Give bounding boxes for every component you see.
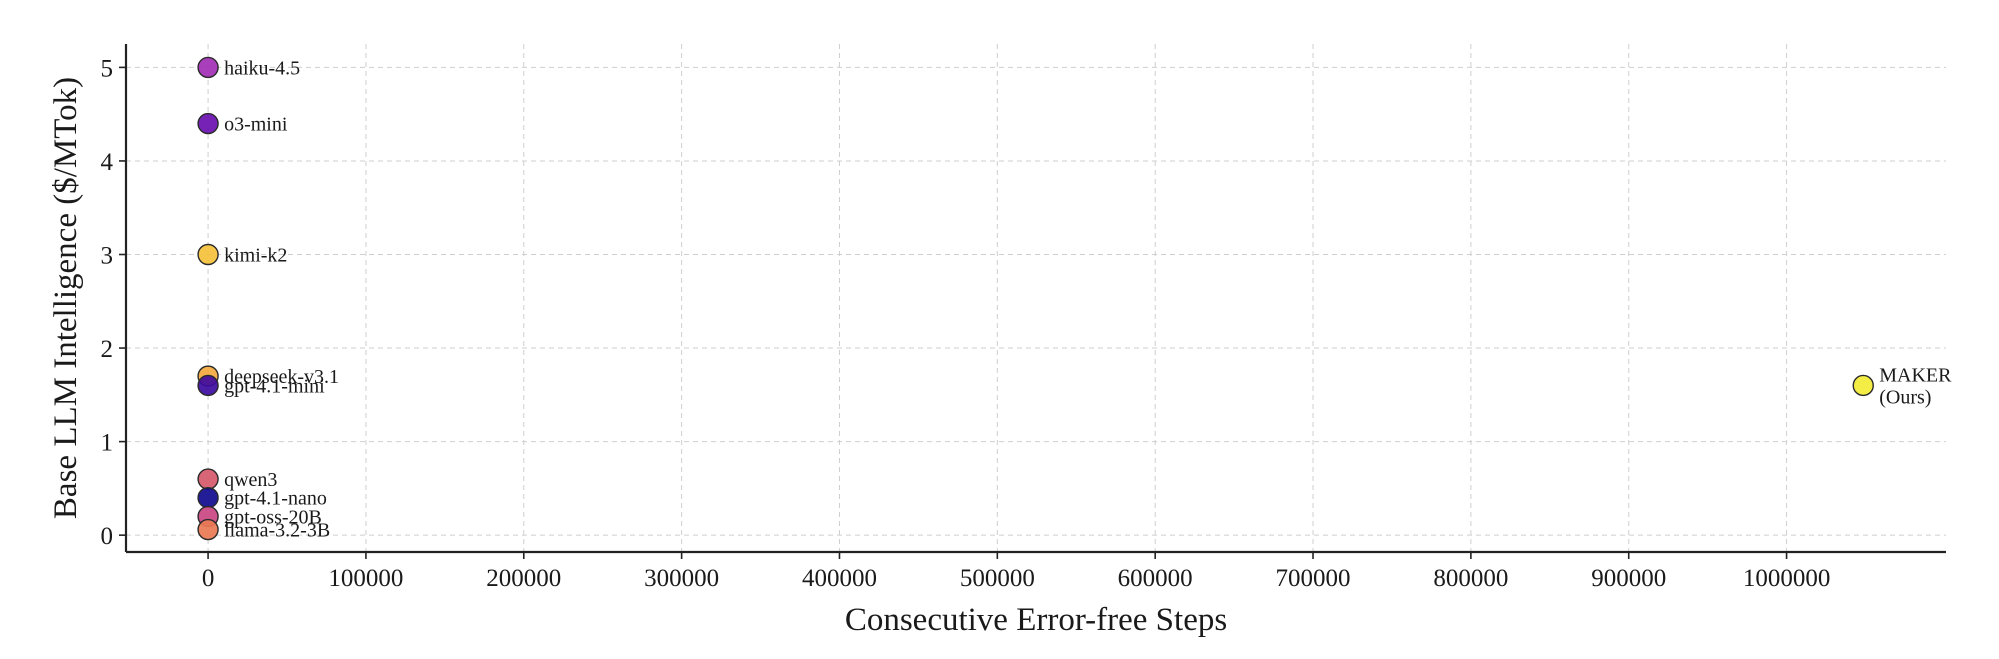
data-point — [197, 487, 219, 509]
x-tick-label: 600000 — [1118, 565, 1193, 592]
y-tick-label: 5 — [101, 55, 114, 82]
point-label: o3-mini — [224, 114, 288, 136]
point-label: MAKER (Ours) — [1879, 364, 1952, 408]
point-label: qwen3 — [224, 469, 277, 491]
point-labels: haiku-4.5o3-minikimi-k2deepseek-v3.1gpt-… — [224, 57, 1952, 541]
x-tick-label: 200000 — [486, 565, 561, 592]
y-tick-label: 4 — [101, 149, 114, 176]
x-tick-label: 900000 — [1591, 565, 1666, 592]
data-point — [197, 243, 219, 266]
grid — [126, 44, 1946, 552]
point-label: haiku-4.5 — [224, 57, 300, 79]
point-label: deepseek-v3.1 — [224, 366, 339, 388]
y-ticks: 0 1 2 3 4 5 — [101, 55, 126, 550]
y-tick-label: 3 — [101, 242, 114, 269]
data-point — [197, 518, 219, 541]
y-axis-label: Base LLM Intelligence ($/MTok) — [48, 77, 84, 519]
x-tick-label: 100000 — [328, 565, 403, 592]
axes — [124, 44, 1946, 554]
y-tick-label: 1 — [101, 430, 114, 457]
data-points — [197, 56, 1874, 541]
point-label: kimi-k2 — [224, 244, 287, 266]
data-point — [197, 374, 219, 397]
point-label: gpt-4.1-nano — [224, 488, 327, 510]
x-tick-label: 300000 — [644, 565, 719, 592]
data-point — [1852, 374, 1874, 397]
data-point — [197, 468, 219, 490]
point-label: gpt-oss-20B — [224, 506, 322, 528]
point-label: llama-3.2-3B — [224, 520, 330, 542]
x-tick-label: 700000 — [1276, 565, 1351, 592]
y-tick-label: 2 — [101, 336, 114, 363]
y-tick-label: 0 — [101, 523, 114, 550]
point-label: gpt-4.1-mini — [224, 375, 325, 397]
data-point — [197, 112, 219, 135]
x-tick-label: 1000000 — [1743, 565, 1831, 592]
data-point — [197, 56, 219, 79]
x-tick-label: 800000 — [1433, 565, 1508, 592]
x-tick-label: 500000 — [960, 565, 1035, 592]
x-tick-label: 400000 — [802, 565, 877, 592]
x-tick-label: 0 — [202, 565, 215, 592]
x-axis-label: Consecutive Error-free Steps — [845, 602, 1227, 638]
x-ticks: 0 100000 200000 300000 400000 500000 600000 700… — [202, 552, 1830, 592]
